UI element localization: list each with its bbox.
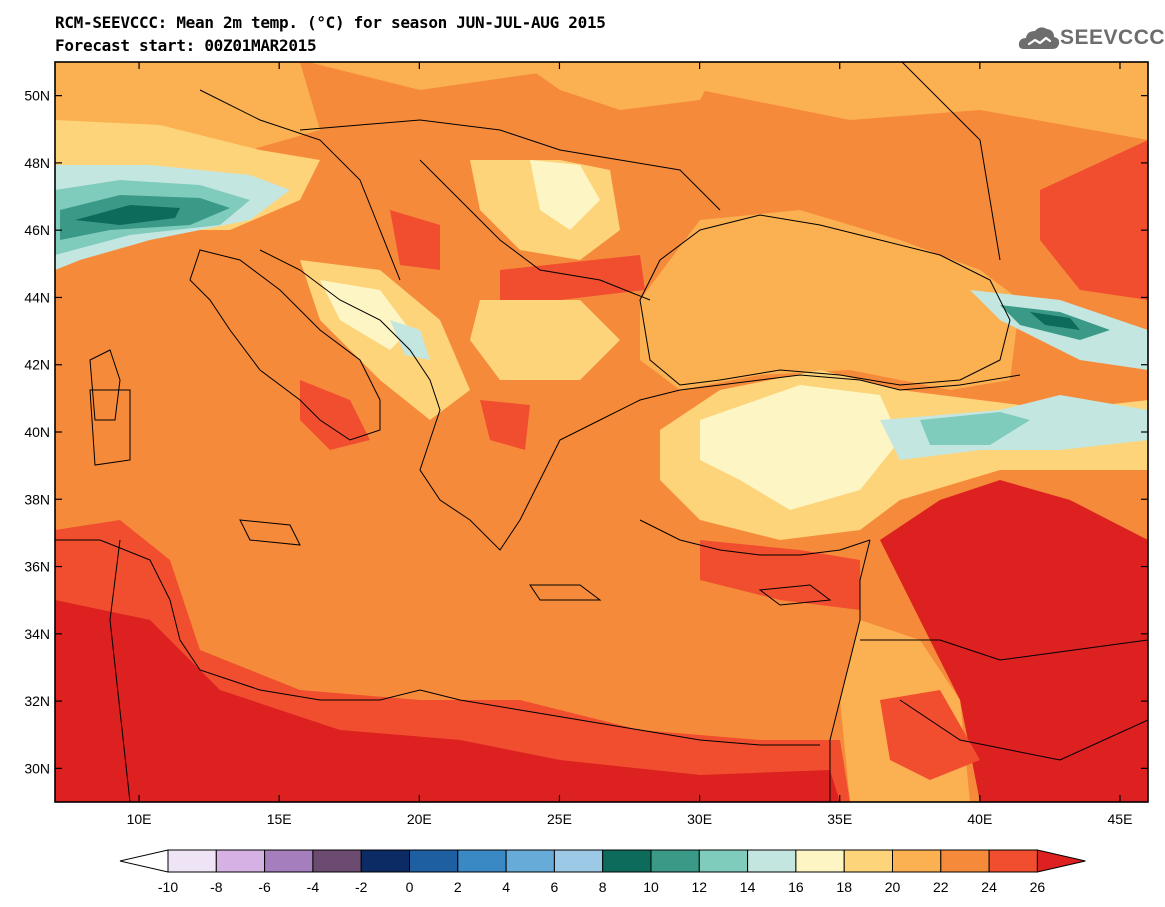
colorbar-swatch (940, 849, 990, 873)
lon-tick-label: 25E (547, 811, 572, 827)
colorbar-label: 26 (1030, 879, 1046, 895)
colorbar-swatch (650, 849, 700, 873)
colorbar-swatch (167, 849, 217, 873)
colorbar-under-triangle (119, 849, 169, 873)
lat-tick-label: 48N (24, 155, 50, 171)
lat-tick-label: 50N (24, 88, 50, 104)
lat-tick-label: 38N (24, 491, 50, 507)
colorbar-label: 22 (933, 879, 949, 895)
lon-tick-label: 20E (407, 811, 432, 827)
map-title: RCM-SEEVCCC: Mean 2m temp. (°C) for seas… (55, 13, 606, 32)
colorbar-label: 0 (406, 879, 414, 895)
colorbar-label: 4 (502, 879, 510, 895)
lon-tick-label: 15E (267, 811, 292, 827)
lat-tick-label: 46N (24, 222, 50, 238)
lon-tick-label: 10E (127, 811, 152, 827)
colorbar-swatch (795, 849, 845, 873)
colorbar-swatch (360, 849, 411, 873)
latitude-axis: 50N 48N 46N 44N 42N 40N 38N 36N 34N 32N 30N (24, 88, 1148, 776)
colorbar-swatch (409, 849, 459, 873)
colorbar-swatch (747, 849, 797, 873)
colorbar-swatch (892, 849, 942, 873)
colorbar-label: 6 (551, 879, 559, 895)
lat-tick-label: 40N (24, 424, 50, 440)
cloud-logo-icon (1018, 27, 1060, 49)
colorbar-label: 10 (643, 879, 659, 895)
colorbar-label: 12 (692, 879, 708, 895)
colorbar-swatch (553, 849, 604, 873)
colorbar-label: 8 (599, 879, 607, 895)
forecast-start-subtitle: Forecast start: 00Z01MAR2015 (55, 36, 317, 55)
colorbar-swatch (843, 849, 894, 873)
colorbar-swatch (312, 849, 362, 873)
colorbar-label: -4 (307, 879, 320, 895)
colorbar-over-triangle (1036, 849, 1086, 873)
colorbar-label: 14 (740, 879, 756, 895)
colorbar-label: 20 (885, 879, 901, 895)
lat-tick-label: 34N (24, 626, 50, 642)
colorbar-swatch (457, 849, 507, 873)
colorbar-label: 18 (836, 879, 852, 895)
lon-tick-label: 35E (827, 811, 852, 827)
colorbar-label: -10 (158, 879, 178, 895)
lat-tick-label: 36N (24, 559, 50, 575)
colorbar-swatch (602, 849, 652, 873)
colorbar-swatch (215, 849, 266, 873)
lon-tick-label: 30E (687, 811, 712, 827)
lat-tick-label: 44N (24, 289, 50, 305)
colorbar-swatch (698, 849, 749, 873)
lat-tick-label: 42N (24, 357, 50, 373)
colorbar-label: -6 (258, 879, 271, 895)
colorbar-label: 2 (454, 879, 462, 895)
seevccc-logo-text: SEEVCCC (1060, 26, 1165, 49)
lat-tick-label: 32N (24, 693, 50, 709)
colorbar-swatch (988, 849, 1038, 873)
colorbar-label: -8 (210, 879, 223, 895)
lon-tick-label: 40E (967, 811, 992, 827)
colorbar-label: -2 (355, 879, 368, 895)
lon-tick-label: 45E (1108, 811, 1133, 827)
lat-tick-label: 30N (24, 760, 50, 776)
colorbar-label: 16 (788, 879, 804, 895)
colorbar-label: 24 (981, 879, 997, 895)
coastlines (55, 62, 1148, 802)
colorbar-swatch (505, 849, 555, 873)
colorbar-swatch (264, 849, 314, 873)
longitude-axis: 10E 15E 20E 25E 30E 35E 40E 45E (127, 62, 1133, 827)
